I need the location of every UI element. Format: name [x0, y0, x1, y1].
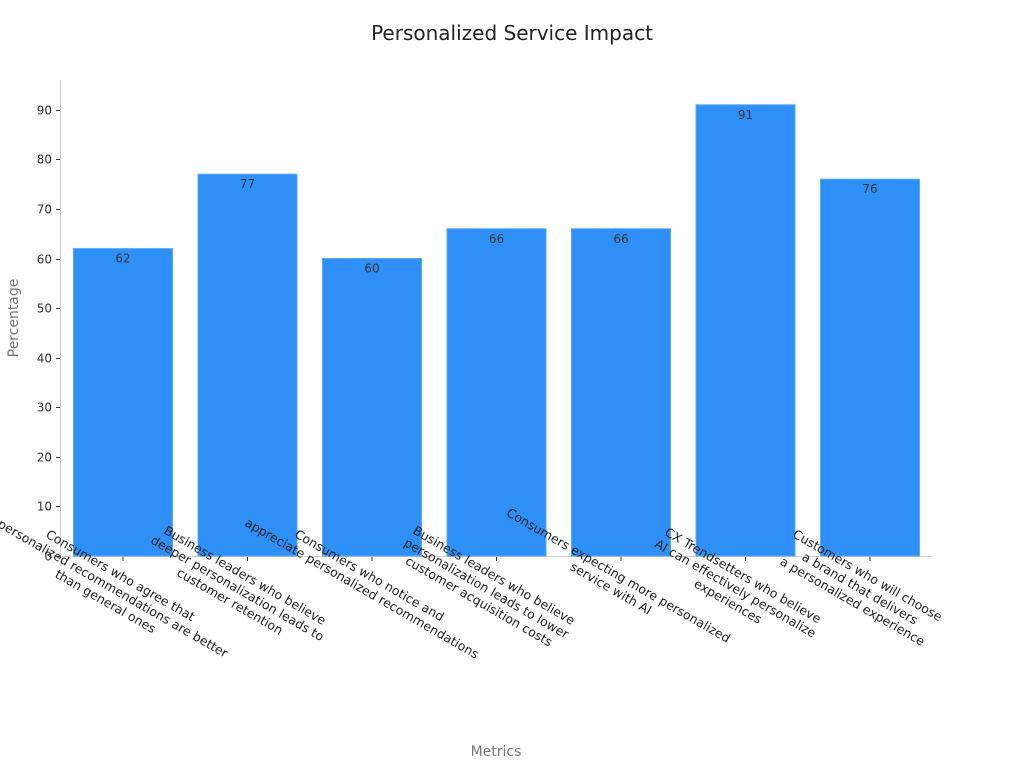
bar-value-label: 91: [738, 108, 753, 122]
bar-value-label: 60: [364, 262, 379, 276]
bar-value-label: 62: [115, 252, 130, 266]
bar-value-label: 66: [613, 232, 628, 246]
y-tick-label: 90: [37, 104, 52, 118]
bar-value-label: 76: [862, 182, 877, 196]
bar: [197, 173, 298, 557]
bar: [73, 248, 173, 557]
bar: [820, 178, 920, 557]
chart-title: Personalized Service Impact: [371, 21, 653, 45]
y-tick-label: 60: [37, 253, 52, 267]
bar-value-label: 77: [240, 177, 255, 191]
y-tick-label: 50: [37, 302, 52, 316]
y-tick-label: 20: [37, 451, 52, 465]
y-tick-label: 0: [44, 550, 52, 564]
y-axis-ticks: 0 10 20 30 40 50 60 70 80 90: [37, 104, 60, 564]
bar: [446, 228, 547, 557]
y-tick-label: 80: [37, 153, 52, 167]
y-tick-label: 70: [37, 203, 52, 217]
y-tick-label: 10: [37, 500, 52, 514]
bar: [571, 228, 671, 557]
y-axis-title: Percentage: [6, 279, 22, 358]
bar-value-label: 66: [489, 232, 504, 246]
y-tick-label: 30: [37, 401, 52, 415]
bar: [695, 104, 796, 557]
bar: [322, 258, 422, 557]
y-tick-label: 40: [37, 352, 52, 366]
x-axis-title: Metrics: [471, 744, 522, 760]
bars-group: 62 77 60 66 66 91 76: [73, 104, 920, 557]
